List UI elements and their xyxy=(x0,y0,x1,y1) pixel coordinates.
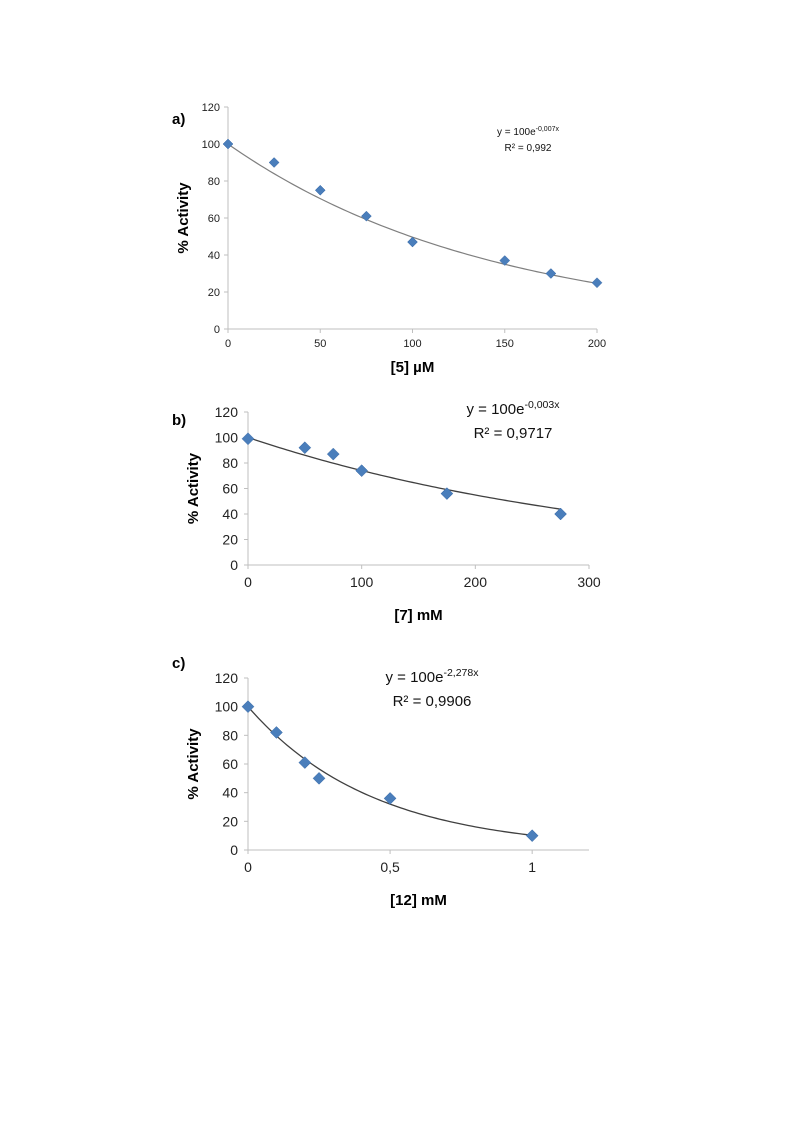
data-point xyxy=(383,792,397,805)
data-point xyxy=(361,210,372,222)
data-point xyxy=(440,487,454,500)
y-tick-label: 100 xyxy=(215,699,239,715)
r-squared-label: R² = 0,992 xyxy=(505,143,552,154)
x-axis-title: [7] mM xyxy=(394,607,442,624)
data-point xyxy=(270,726,283,739)
equation-exponent: -0,003x xyxy=(524,399,560,411)
trendline-equation: y = 100e-0,007x xyxy=(497,126,560,138)
trendline xyxy=(247,436,561,510)
data-point xyxy=(326,447,340,461)
chart-panel-c: c) 0 20 40 60 80 100 120 0 0,5 1 [12] mM % Activity y… xyxy=(172,655,589,909)
trendline xyxy=(227,143,598,284)
panel-label: b) xyxy=(172,412,186,429)
data-point xyxy=(298,441,312,455)
x-tick-label: 50 xyxy=(314,338,326,350)
trendline-equation: y = 100e-2,278x xyxy=(386,667,480,686)
data-point xyxy=(355,464,369,478)
data-point xyxy=(298,756,312,769)
equation-exponent: -0,007x xyxy=(536,126,560,133)
y-tick-label: 20 xyxy=(222,532,238,548)
chart-panel-a: a) 0 20 40 60 80 100 120 0 50 100 150 200 [5] µM % Act… xyxy=(172,102,606,376)
panel-label: a) xyxy=(172,111,185,128)
trendline-equation: y = 100e-0,003x xyxy=(467,399,561,418)
y-tick-label: 20 xyxy=(208,287,220,299)
data-point xyxy=(499,255,511,266)
y-tick-label: 120 xyxy=(215,404,239,420)
y-tick-label: 120 xyxy=(215,670,239,686)
x-tick-label: 0 xyxy=(244,859,252,875)
y-axis-title: % Activity xyxy=(185,452,202,524)
y-tick-label: 120 xyxy=(202,102,220,114)
y-tick-label: 60 xyxy=(222,756,238,772)
y-tick-label: 0 xyxy=(230,557,238,573)
y-tick-label: 80 xyxy=(222,727,238,743)
y-axis-title: % Activity xyxy=(185,728,202,800)
equation-base: y = 100e xyxy=(467,401,525,418)
data-point xyxy=(525,829,539,843)
x-tick-label: 0 xyxy=(225,338,231,350)
data-point xyxy=(241,700,255,714)
data-point xyxy=(545,268,557,279)
y-tick-label: 60 xyxy=(208,213,220,225)
x-axis-title: [5] µM xyxy=(391,359,435,376)
x-tick-label: 0,5 xyxy=(380,859,400,875)
y-tick-label: 40 xyxy=(222,506,238,522)
x-tick-label: 0 xyxy=(244,574,252,590)
x-tick-label: 100 xyxy=(350,574,374,590)
x-axis-title: [12] mM xyxy=(390,892,447,909)
data-point xyxy=(241,432,255,446)
equation-base: y = 100e xyxy=(497,127,536,138)
y-tick-label: 100 xyxy=(202,139,220,151)
trendline xyxy=(247,706,533,836)
y-tick-label: 40 xyxy=(222,785,238,801)
data-point xyxy=(407,236,418,248)
y-tick-label: 20 xyxy=(222,813,238,829)
data-point xyxy=(591,277,603,289)
data-point xyxy=(314,184,326,196)
equation-base: y = 100e xyxy=(386,669,444,686)
y-tick-label: 80 xyxy=(208,176,220,188)
y-tick-label: 0 xyxy=(214,324,220,336)
x-tick-label: 200 xyxy=(464,574,488,590)
data-point xyxy=(268,157,280,168)
y-tick-label: 80 xyxy=(222,455,238,471)
x-tick-label: 100 xyxy=(403,338,421,350)
y-tick-label: 40 xyxy=(208,250,220,262)
x-tick-label: 200 xyxy=(588,338,606,350)
r-squared-label: R² = 0,9717 xyxy=(474,425,553,442)
data-point xyxy=(222,138,234,150)
data-point xyxy=(312,771,326,785)
y-tick-label: 100 xyxy=(215,430,239,446)
y-axis-title: % Activity xyxy=(175,182,192,254)
panel-label: c) xyxy=(172,655,185,672)
x-tick-label: 1 xyxy=(528,859,536,875)
y-tick-label: 60 xyxy=(222,481,238,497)
equation-exponent: -2,278x xyxy=(443,667,479,679)
x-tick-label: 300 xyxy=(577,574,601,590)
chart-panel-b: b) 0 20 40 60 80 100 120 0 100 200 300 [7] mM % Activ… xyxy=(172,399,601,624)
data-point xyxy=(554,507,567,521)
r-squared-label: R² = 0,9906 xyxy=(393,693,472,710)
y-tick-label: 0 xyxy=(230,842,238,858)
x-tick-label: 150 xyxy=(496,338,514,350)
